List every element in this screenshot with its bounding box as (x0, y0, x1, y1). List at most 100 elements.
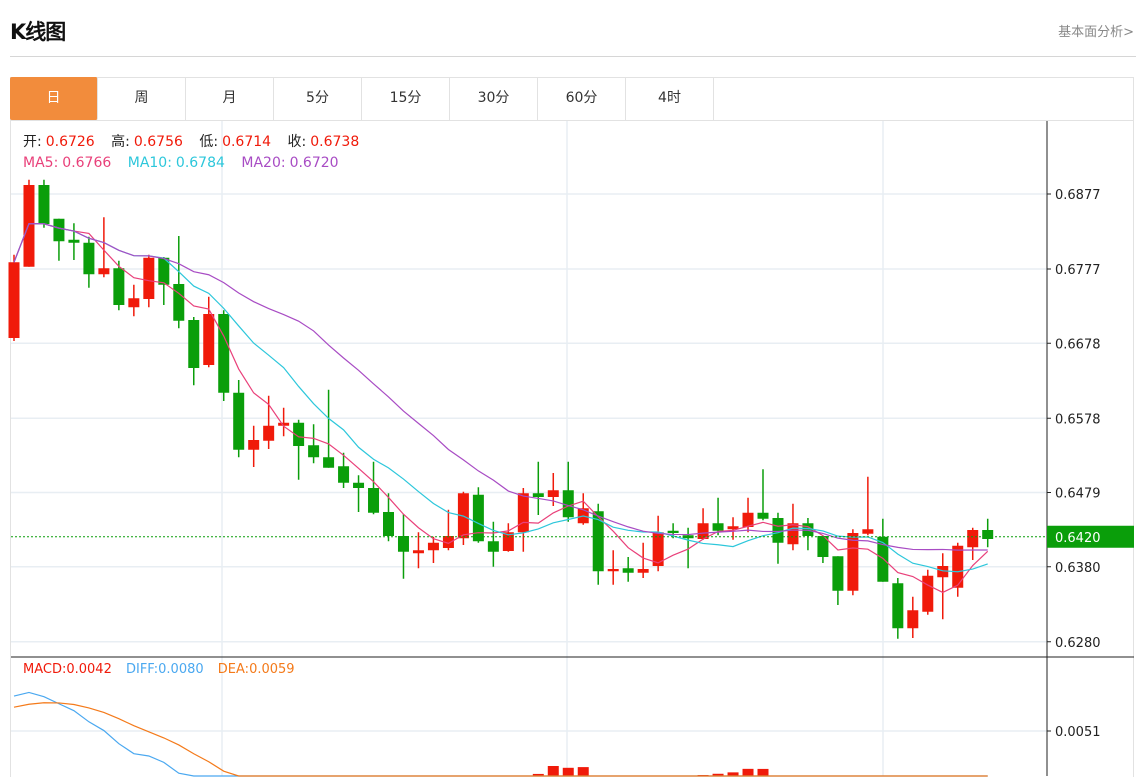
fundamental-analysis-link[interactable]: 基本面分析> (1058, 25, 1134, 40)
candle-body[interactable] (982, 530, 994, 539)
candle-body[interactable] (742, 512, 754, 527)
candle-body[interactable] (892, 583, 904, 629)
candle-body[interactable] (158, 257, 170, 285)
candle-body[interactable] (817, 536, 829, 557)
candle-body[interactable] (517, 493, 529, 533)
divider (10, 56, 1136, 57)
candle-body[interactable] (802, 523, 814, 536)
candle-body[interactable] (877, 536, 889, 582)
ma10-line (13, 223, 988, 573)
candle-body[interactable] (38, 185, 50, 224)
candle-body[interactable] (607, 569, 619, 572)
tab-5min[interactable]: 5分 (274, 77, 362, 120)
candle-body[interactable] (263, 425, 275, 441)
ma5-line (13, 223, 989, 594)
macd-tick-label: 0.0051 (1055, 725, 1101, 740)
candle-body[interactable] (727, 526, 739, 530)
candle-body[interactable] (697, 523, 709, 539)
candle-body[interactable] (862, 529, 874, 534)
candle-body[interactable] (248, 440, 260, 450)
period-tabs: 日 周 月 5分 15分 30分 60分 4时 (10, 77, 1134, 121)
close-value: 0.6738 (310, 134, 360, 150)
candle-body[interactable] (487, 541, 499, 552)
macd-bar (727, 772, 739, 776)
candle-body[interactable] (353, 482, 365, 488)
candle-body[interactable] (442, 536, 454, 548)
candle-body[interactable] (128, 298, 140, 308)
candle-body[interactable] (757, 512, 769, 519)
candle-body[interactable] (53, 218, 65, 242)
candle-body[interactable] (427, 542, 439, 551)
candle-body[interactable] (383, 512, 394, 536)
dea-value: DEA:0.0059 (217, 662, 295, 677)
page-title: K线图 (10, 20, 66, 44)
candle-body[interactable] (368, 488, 380, 513)
candle-body[interactable] (338, 466, 350, 483)
candle-body[interactable] (907, 610, 919, 629)
candle-body[interactable] (23, 185, 35, 267)
close-label: 收: (287, 134, 307, 150)
candle-body[interactable] (952, 545, 964, 588)
macd-panel (13, 691, 988, 777)
candle-body[interactable] (622, 568, 634, 573)
tab-60min[interactable]: 60分 (538, 77, 626, 120)
candle-body[interactable] (787, 523, 799, 545)
candle-body[interactable] (68, 239, 80, 243)
y-tick-label: 0.6777 (1055, 263, 1101, 278)
candle-body[interactable] (173, 284, 185, 321)
candle-body[interactable] (308, 445, 320, 458)
y-tick-label: 0.6380 (1055, 561, 1101, 576)
candle-body[interactable] (188, 320, 200, 368)
candle-body[interactable] (293, 422, 305, 446)
chart-container (10, 77, 1134, 777)
dea-line (13, 702, 988, 777)
candle-body[interactable] (472, 494, 484, 542)
candle-body[interactable] (637, 569, 649, 573)
candle-body[interactable] (113, 268, 125, 305)
candle-body[interactable] (143, 257, 155, 299)
candle-body[interactable] (667, 530, 679, 533)
candle-body[interactable] (233, 392, 245, 450)
candle-body[interactable] (562, 490, 574, 518)
tab-month[interactable]: 月 (186, 77, 274, 120)
candle-body[interactable] (592, 511, 604, 572)
ma5-value: 0.6766 (62, 155, 112, 171)
tab-30min[interactable]: 30分 (450, 77, 538, 120)
candle-body[interactable] (712, 523, 724, 531)
candle-body[interactable] (397, 536, 409, 552)
tab-week[interactable]: 周 (98, 77, 186, 120)
candles (8, 179, 994, 639)
candle-body[interactable] (83, 242, 95, 275)
candle-body[interactable] (772, 518, 784, 543)
candle-body[interactable] (532, 493, 544, 497)
low-value: 0.6714 (222, 134, 272, 150)
candle-body[interactable] (652, 532, 664, 566)
diff-value: DIFF:0.0080 (125, 662, 204, 677)
candle-body[interactable] (937, 566, 949, 578)
tab-4hour[interactable]: 4时 (626, 77, 714, 120)
candle-body[interactable] (323, 457, 335, 468)
tab-day[interactable]: 日 (10, 77, 98, 120)
ma-readout: MA5: 0.6766 MA10: 0.6784 MA20: 0.6720 (23, 155, 343, 171)
candle-body[interactable] (412, 550, 424, 554)
candle-body[interactable] (502, 532, 514, 551)
ohlc-readout: 开: 0.6726 高: 0.6756 低: 0.6714 收: 0.6738 (23, 131, 363, 151)
open-label: 开: (23, 134, 42, 150)
macd-bar (757, 768, 769, 776)
candle-body[interactable] (278, 422, 290, 426)
candle-body[interactable] (967, 530, 979, 548)
candle-body[interactable] (8, 262, 20, 338)
macd-bar (577, 767, 589, 776)
candle-body[interactable] (203, 314, 215, 365)
candle-body[interactable] (847, 533, 859, 591)
y-tick-label: 0.6578 (1055, 412, 1101, 427)
candle-body[interactable] (218, 314, 230, 393)
tab-15min[interactable]: 15分 (362, 77, 450, 120)
candle-body[interactable] (922, 575, 934, 612)
candle-body[interactable] (547, 490, 559, 497)
candle-body[interactable] (98, 268, 110, 275)
y-tick-label: 0.6479 (1055, 487, 1101, 502)
candle-body[interactable] (832, 556, 844, 591)
ma20-line (13, 223, 988, 551)
